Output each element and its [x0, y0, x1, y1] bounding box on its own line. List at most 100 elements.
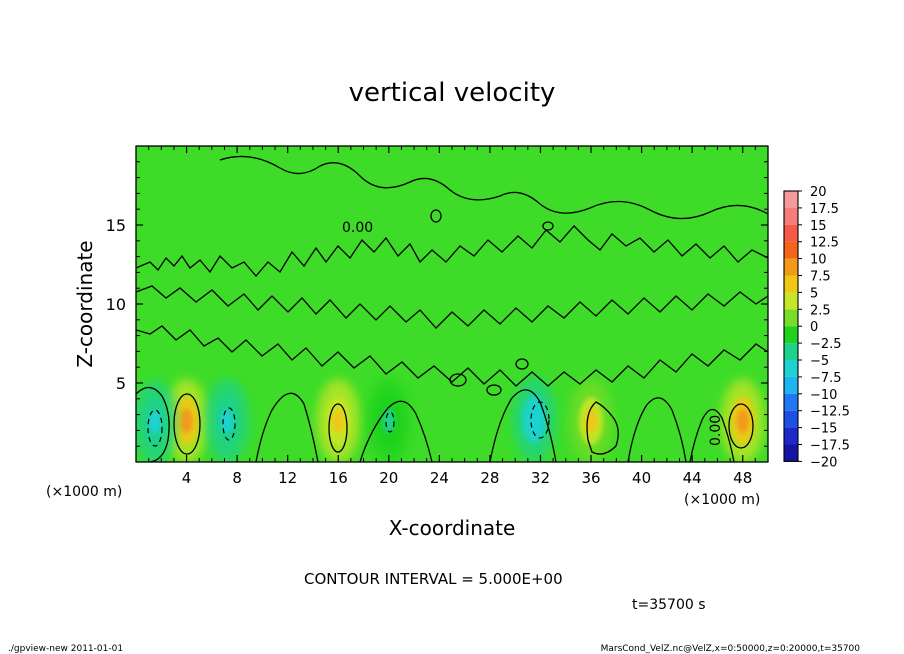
- colorbar-label: 20: [810, 185, 827, 200]
- colorbar-label: −17.5: [810, 439, 850, 454]
- downdraft-5: [205, 378, 250, 462]
- footer-left: ./gpview-new 2011-01-01: [8, 644, 123, 654]
- contour-cell-28: [489, 389, 557, 462]
- contour-blob-a: [449, 373, 467, 387]
- x-axis: 4 8 12 16 20 24 28 32 36 40 44 48: [148, 146, 756, 487]
- x-tick-label: 28: [480, 469, 499, 487]
- x-tick-label: 20: [379, 469, 398, 487]
- y-axis-label: Z-coordinate: [73, 240, 97, 367]
- colorbar-swatch: [784, 275, 798, 293]
- contour-lines: [136, 155, 768, 462]
- x-tick-label: 24: [430, 469, 449, 487]
- contour-blob-d: [542, 221, 554, 231]
- colorbar-swatch: [784, 207, 798, 225]
- contour-downdraft-7: [222, 407, 236, 441]
- contour-cell-14: [255, 392, 319, 462]
- contour-cell-left: [136, 386, 170, 462]
- y-tick-label: 5: [116, 374, 126, 393]
- feature-core: [382, 408, 395, 433]
- contour-lower-layer: [136, 325, 768, 387]
- colorbar-swatch: [784, 326, 798, 344]
- feature-core: [528, 407, 541, 432]
- x-tick-label: 36: [581, 469, 600, 487]
- colorbar-swatch: [784, 191, 798, 208]
- x-unit-label: (×1000 m): [46, 484, 122, 500]
- updraft-1: [316, 378, 361, 462]
- contour-blob-c: [515, 358, 529, 370]
- colorbar: 20 17.5 15 12.5 10 7.55 2.5 0 −2.5 −5 −7.5 −10 −12.5…: [783, 185, 850, 470]
- updraft-2: [720, 378, 765, 462]
- contour-downdraft-1: [147, 409, 163, 447]
- colorbar-label: 15: [810, 219, 827, 234]
- x-tick-label: 4: [182, 469, 192, 487]
- colorbar-label: −7.5: [810, 371, 842, 386]
- downdraft-4: [136, 380, 177, 462]
- downdraft-6: [512, 377, 557, 462]
- colorbar-swatch: [784, 258, 798, 276]
- contour-cell-20: [359, 400, 433, 462]
- x-tick-label: 16: [329, 469, 348, 487]
- contour-cell-40: [627, 397, 687, 462]
- negative-contours: [147, 401, 550, 447]
- x-tick-label: 32: [531, 469, 550, 487]
- colorbar-swatch: [784, 410, 798, 428]
- colorbar-swatch: [784, 444, 798, 462]
- colorbar-swatch: [784, 224, 798, 242]
- colorbar-label: 17.5: [810, 202, 839, 217]
- colorbar-swatch: [784, 292, 798, 310]
- x-tick-label: 44: [683, 469, 702, 487]
- feature-core: [221, 408, 234, 433]
- field-features: [136, 377, 765, 462]
- colorbar-swatch: [784, 360, 798, 377]
- contour-blob-e: [430, 209, 442, 223]
- contour-cloud-top: [219, 155, 768, 220]
- x-axis-label: X-coordinate: [389, 516, 516, 540]
- colorbar-label: −2.5: [810, 337, 842, 352]
- contour-downdraft-20: [385, 411, 395, 433]
- colorbar-label: −10: [810, 388, 837, 403]
- colorbar-swatch: [784, 343, 798, 360]
- contour-label-upper: 0.00: [342, 220, 373, 236]
- y-tick-label: 10: [106, 295, 126, 314]
- contour-blob-b: [486, 384, 502, 396]
- colorbar-label: −12.5: [810, 405, 850, 420]
- contour-updraft-36: [586, 401, 619, 455]
- downdraft-7: [366, 378, 411, 462]
- colorbar-swatch: [784, 393, 798, 411]
- feature-core: [736, 408, 749, 433]
- x-tick-label: 12: [278, 469, 297, 487]
- colorbar-label: −15: [810, 422, 837, 437]
- feature-core: [180, 408, 193, 433]
- plot-area: 0.00 0.00: [136, 146, 768, 462]
- contour-upper-layer: [136, 225, 768, 277]
- colorbar-label: 12.5: [810, 236, 839, 251]
- x-tick-label: 8: [232, 469, 242, 487]
- x-tick-label: 40: [632, 469, 651, 487]
- time-label: t=35700 s: [632, 597, 706, 613]
- contour-updraft-16: [328, 403, 348, 453]
- contour-label-lower: 0.00: [708, 415, 724, 446]
- colorbar-label: 5: [810, 286, 818, 301]
- footer-right: MarsCond_VelZ.nc@VelZ,x=0:50000,z=0:2000…: [601, 644, 861, 654]
- colorbar-label: 10: [810, 253, 827, 268]
- x-tick-label: 48: [733, 469, 752, 487]
- colorbar-swatch: [784, 309, 798, 327]
- colorbar-label: −20: [810, 455, 837, 470]
- colorbar-swatch: [784, 427, 798, 445]
- chart-title: vertical velocity: [349, 78, 556, 108]
- colorbar-label: −5: [810, 354, 829, 369]
- colorbar-label: 7.5: [810, 270, 831, 285]
- colorbar-swatch: [784, 241, 798, 259]
- contour-downdraft-31: [530, 401, 550, 439]
- colorbar-label: 0: [810, 320, 818, 335]
- contour-updraft-48: [728, 403, 754, 449]
- contour-updraft-4: [173, 393, 201, 455]
- y-axis: 5 10 15: [106, 161, 768, 447]
- colorbar-swatch: [784, 376, 798, 394]
- x-unit-label-right: (×1000 m): [684, 492, 760, 508]
- feature-core: [332, 408, 345, 433]
- y-tick-label: 15: [106, 216, 126, 235]
- contour-labels: 0.00 0.00: [342, 220, 724, 446]
- feature-core: [148, 410, 161, 435]
